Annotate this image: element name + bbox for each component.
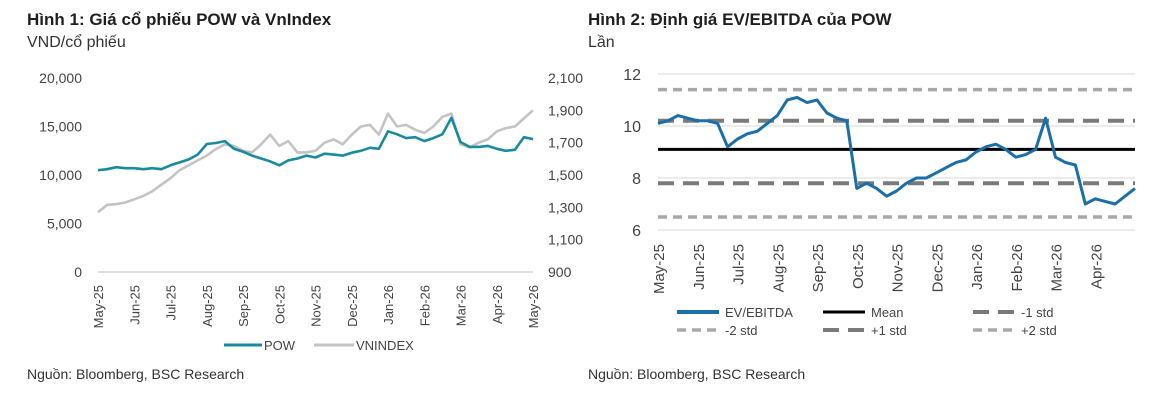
y2-tick-label: 900 bbox=[548, 264, 572, 280]
x-tick-label: Mar-26 bbox=[454, 285, 469, 326]
x-tick-label: May-25 bbox=[91, 285, 106, 328]
x-tick-label: Jul-25 bbox=[164, 285, 179, 320]
x-tick-label: Jul-25 bbox=[731, 244, 748, 285]
chart-source: Nguồn: Bloomberg, BSC Research bbox=[588, 366, 806, 382]
y-tick-label: 0 bbox=[74, 264, 82, 280]
price-chart-svg: 0 5,000 10,000 15,000 20,000 900 1,100 1,300 1,5… bbox=[39, 70, 583, 353]
legend-label-minus-2-std: -2 std bbox=[725, 323, 758, 338]
y-tick-label: 12 bbox=[623, 67, 641, 84]
y-tick-label: 10 bbox=[623, 119, 641, 136]
y2-tick-label: 1,100 bbox=[548, 232, 583, 248]
ev-ebitda-chart-svg: 6 8 10 12 May-25 Jun-25 Jul-25 Aug-25 Sep-25 Oct-… bbox=[623, 67, 1136, 338]
y2-tick-label: 2,100 bbox=[548, 70, 583, 86]
x-tick-label: Oct-25 bbox=[272, 285, 287, 324]
legend-label-plus-2-std: +2 std bbox=[1021, 323, 1057, 338]
chart-panel-pow-price: Hình 1: Giá cổ phiếu POW và VnIndex VND/… bbox=[0, 0, 583, 417]
x-tick-label: May-25 bbox=[651, 244, 668, 294]
x-tick-label: Nov-25 bbox=[309, 285, 324, 327]
legend-label-minus-1-std: -1 std bbox=[1021, 305, 1054, 320]
y-tick-label: 10,000 bbox=[39, 167, 82, 183]
x-tick-label: Jan-26 bbox=[381, 285, 396, 325]
x-tick-label: Mar-26 bbox=[1049, 244, 1066, 292]
chart-title: Hình 1: Giá cổ phiếu POW và VnIndex bbox=[27, 10, 332, 29]
chart-panel-ev-ebitda: Hình 2: Định giá EV/EBITDA của POW Lần 6… bbox=[585, 0, 1170, 417]
y-tick-label: 20,000 bbox=[39, 70, 82, 86]
x-tick-label: Aug-25 bbox=[770, 244, 787, 292]
legend-label-mean: Mean bbox=[871, 305, 904, 320]
x-tick-label: Oct-25 bbox=[850, 244, 867, 289]
x-tick-label: Jan-26 bbox=[969, 244, 986, 290]
y2-tick-label: 1,900 bbox=[548, 102, 583, 118]
x-tick-label: Dec-25 bbox=[929, 244, 946, 292]
chart-source: Nguồn: Bloomberg, BSC Research bbox=[27, 366, 245, 382]
x-tick-label: Feb-26 bbox=[417, 285, 432, 326]
x-tick-label: Jun-25 bbox=[127, 285, 142, 325]
legend-label-pow: POW bbox=[264, 338, 296, 353]
x-tick-label: Dec-25 bbox=[345, 285, 360, 327]
x-tick-label: Sep-25 bbox=[236, 285, 251, 327]
y2-tick-label: 1,500 bbox=[548, 167, 583, 183]
chart-unit: VND/cổ phiếu bbox=[27, 34, 126, 51]
y-tick-label: 5,000 bbox=[47, 216, 82, 232]
series-line-ev-ebitda bbox=[657, 95, 1136, 206]
x-tick-label: Apr-26 bbox=[1088, 244, 1105, 289]
x-tick-label: Apr-26 bbox=[490, 285, 505, 324]
x-tick-label: Feb-26 bbox=[1009, 244, 1026, 292]
x-tick-label: Nov-25 bbox=[890, 244, 907, 292]
legend-label-plus-1-std: +1 std bbox=[871, 323, 907, 338]
legend-label-ev-ebitda: EV/EBITDA bbox=[725, 305, 793, 320]
y-tick-label: 8 bbox=[632, 171, 641, 188]
x-tick-label: Sep-25 bbox=[810, 244, 827, 292]
y-tick-label: 15,000 bbox=[39, 119, 82, 135]
legend-label-vnindex: VNINDEX bbox=[356, 338, 414, 353]
x-tick-label: Jun-25 bbox=[691, 244, 708, 290]
chart-title: Hình 2: Định giá EV/EBITDA của POW bbox=[588, 10, 892, 29]
x-tick-label: May-26 bbox=[526, 285, 541, 328]
y2-tick-label: 1,700 bbox=[548, 135, 583, 151]
y2-tick-label: 1,300 bbox=[548, 199, 583, 215]
series-line-vnindex bbox=[97, 109, 534, 214]
series-line-pow bbox=[97, 116, 534, 172]
chart-unit: Lần bbox=[588, 34, 615, 51]
y-tick-label: 6 bbox=[632, 223, 641, 240]
x-tick-label: Aug-25 bbox=[200, 285, 215, 327]
